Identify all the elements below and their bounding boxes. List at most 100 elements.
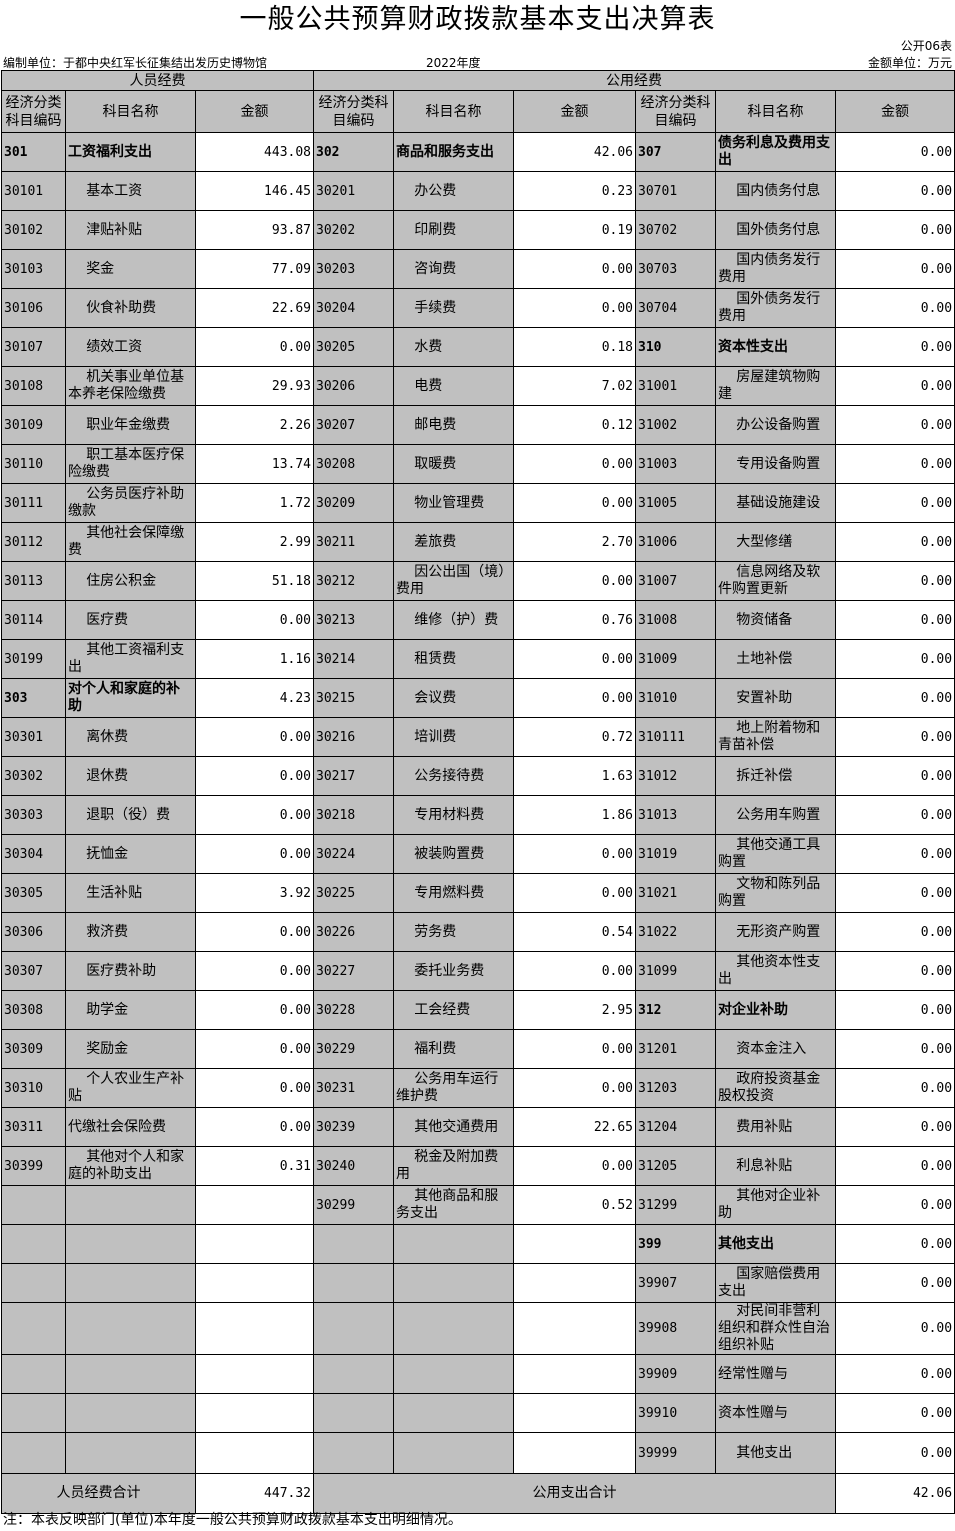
personnel-code-cell [1, 1393, 66, 1433]
public-goods-code-cell: 30205 [313, 327, 395, 367]
public-goods-name-cell: 电费 [393, 366, 515, 406]
personnel-code-cell: 30103 [1, 249, 66, 289]
public-other-code-cell: 31204 [635, 1107, 717, 1147]
public-goods-code-cell: 30207 [313, 405, 395, 445]
personnel-name-cell: 机关事业单位基本养老保险缴费 [65, 366, 196, 406]
public-goods-name-cell [393, 1432, 515, 1474]
public-goods-name-cell: 差旅费 [393, 522, 515, 562]
personnel-amount-cell: 0.31 [194, 1146, 315, 1186]
public-goods-code-cell: 30227 [313, 951, 395, 991]
personnel-name-cell: 退休费 [65, 756, 196, 796]
public-goods-code-cell: 30239 [313, 1107, 395, 1147]
public-goods-amount-cell: 0.00 [513, 1029, 637, 1069]
personnel-code-cell: 30307 [1, 951, 66, 991]
personnel-amount-cell: 51.18 [194, 561, 315, 601]
personnel-name-cell: 其他对个人和家庭的补助支出 [65, 1146, 196, 1186]
personnel-code-cell: 30303 [1, 795, 66, 835]
public-other-amount-cell: 0.00 [835, 288, 955, 328]
personnel-code-cell: 30114 [1, 600, 66, 640]
personnel-code-cell [1, 1432, 66, 1474]
public-goods-name-cell [393, 1354, 515, 1394]
personnel-amount-cell: 0.00 [194, 834, 315, 874]
personnel-code-cell: 301 [1, 132, 66, 172]
personnel-code-cell: 30304 [1, 834, 66, 874]
public-goods-name-cell [393, 1302, 515, 1355]
personnel-amount-cell: 0.00 [194, 1029, 315, 1069]
fiscal-year: 2022年度 [426, 56, 481, 70]
compiling-unit: 编制单位：于都中央红军长征集结出发历史博物馆 [3, 56, 268, 70]
public-goods-amount-cell: 0.23 [513, 171, 637, 211]
public-goods-name-cell [393, 1393, 515, 1433]
personnel-name-cell: 绩效工资 [65, 327, 196, 367]
public-goods-amount-cell: 0.00 [513, 873, 637, 913]
public-other-code-cell: 31005 [635, 483, 717, 523]
column-header-amount: 金额 [194, 90, 315, 133]
column-header-code: 经济分类科目编码 [1, 90, 66, 133]
personnel-name-cell: 职工基本医疗保险缴费 [65, 444, 196, 484]
personnel-name-cell [65, 1432, 196, 1474]
personnel-amount-cell: 13.74 [194, 444, 315, 484]
public-goods-amount-cell: 0.00 [513, 834, 637, 874]
public-goods-amount-cell: 1.86 [513, 795, 637, 835]
public-goods-code-cell: 30216 [313, 717, 395, 757]
table-row: 30311 代缴社会保险费 0.00 30239 其他交通费用 22.65 31204 费用补… [1, 1107, 955, 1147]
public-other-code-cell: 31099 [635, 951, 717, 991]
public-goods-name-cell [393, 1263, 515, 1303]
public-other-name-cell: 安置补助 [715, 678, 837, 718]
public-other-code-cell: 31006 [635, 522, 717, 562]
public-goods-name-cell: 咨询费 [393, 249, 515, 289]
personnel-name-cell: 奖励金 [65, 1029, 196, 1069]
table-row: 30301 离休费 0.00 30216 培训费 0.72 310111 地上附着物和青苗补偿… [1, 717, 955, 757]
public-other-name-cell: 国外债务发行费用 [715, 288, 837, 328]
public-goods-code-cell: 30224 [313, 834, 395, 874]
personnel-amount-cell: 0.00 [194, 1107, 315, 1147]
personnel-code-cell: 30102 [1, 210, 66, 250]
public-other-amount-cell: 0.00 [835, 1107, 955, 1147]
public-goods-amount-cell: 1.63 [513, 756, 637, 796]
table-row: 30106 伙食补助费 22.69 30204 手续费 0.00 30704 国外债务发行费用… [1, 288, 955, 328]
personnel-name-cell: 职业年金缴费 [65, 405, 196, 445]
personnel-amount-cell: 0.00 [194, 951, 315, 991]
public-goods-code-cell [313, 1302, 395, 1355]
public-other-name-cell: 国家赔偿费用支出 [715, 1263, 837, 1303]
public-goods-amount-cell: 0.00 [513, 678, 637, 718]
public-other-code-cell: 39910 [635, 1393, 717, 1433]
public-other-code-cell: 31013 [635, 795, 717, 835]
personnel-amount-cell [194, 1354, 315, 1394]
public-other-name-cell: 国内债务发行费用 [715, 249, 837, 289]
public-goods-code-cell: 30211 [313, 522, 395, 562]
public-goods-amount-cell: 42.06 [513, 132, 637, 172]
personnel-name-cell: 代缴社会保险费 [65, 1107, 196, 1147]
public-other-code-cell: 30704 [635, 288, 717, 328]
personnel-name-cell: 其他工资福利支出 [65, 639, 196, 679]
personnel-amount-cell: 4.23 [194, 678, 315, 718]
public-goods-code-cell: 30209 [313, 483, 395, 523]
public-other-code-cell: 30702 [635, 210, 717, 250]
personnel-amount-cell [194, 1432, 315, 1474]
public-other-amount-cell: 0.00 [835, 1393, 955, 1433]
public-goods-code-cell [313, 1393, 395, 1433]
public-other-code-cell: 30703 [635, 249, 717, 289]
public-other-amount-cell: 0.00 [835, 405, 955, 445]
personnel-code-cell: 30399 [1, 1146, 66, 1186]
public-goods-name-cell: 培训费 [393, 717, 515, 757]
column-header-code: 经济分类科目编码 [635, 90, 717, 133]
public-other-name-cell: 基础设施建设 [715, 483, 837, 523]
public-goods-amount-cell: 0.76 [513, 600, 637, 640]
personnel-code-cell: 30302 [1, 756, 66, 796]
personnel-name-cell: 其他社会保障缴费 [65, 522, 196, 562]
personnel-amount-cell: 0.00 [194, 327, 315, 367]
personnel-amount-cell [194, 1263, 315, 1303]
public-goods-name-cell: 会议费 [393, 678, 515, 718]
public-other-name-cell: 其他资本性支出 [715, 951, 837, 991]
public-goods-code-cell: 30208 [313, 444, 395, 484]
public-other-name-cell: 房屋建筑物购建 [715, 366, 837, 406]
personnel-code-cell [1, 1224, 66, 1264]
public-goods-code-cell: 30229 [313, 1029, 395, 1069]
public-other-amount-cell: 0.00 [835, 327, 955, 367]
expenditure-table: 人员经费 公用经费 经济分类科目编码 科目名称 金额 经济分类科目编码 科目名称… [0, 70, 955, 1514]
table-row: 30103 奖金 77.09 30203 咨询费 0.00 30703 国内债务发行费用 0.0… [1, 249, 955, 289]
personnel-amount-cell: 0.00 [194, 756, 315, 796]
public-goods-amount-cell: 0.72 [513, 717, 637, 757]
public-goods-amount-cell: 0.18 [513, 327, 637, 367]
